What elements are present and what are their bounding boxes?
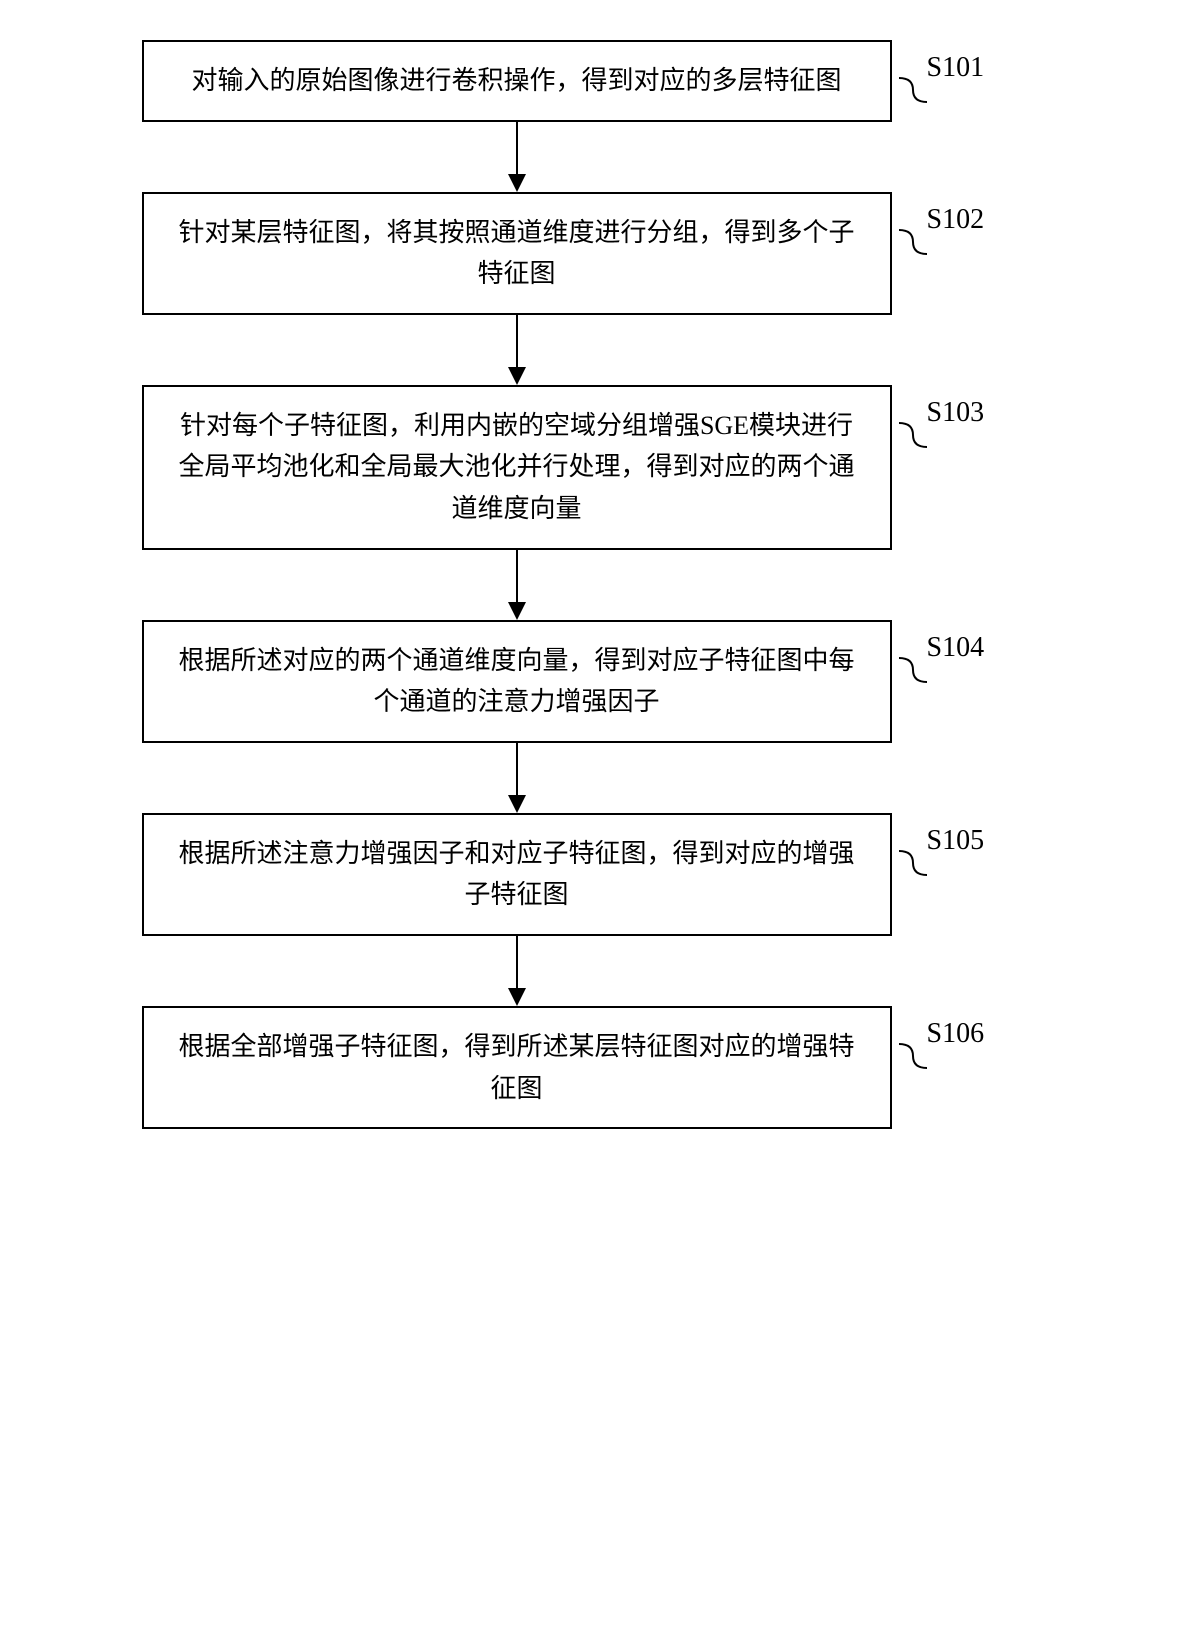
step-label-text: S101 — [927, 52, 985, 83]
arrow-down-icon — [502, 550, 532, 620]
step-label-4: S104 — [927, 632, 985, 664]
step-row-4: 根据所述对应的两个通道维度向量，得到对应子特征图中每个通道的注意力增强因子 S1… — [142, 620, 1042, 743]
step-label-2: S102 — [927, 204, 985, 236]
step-label-text: S106 — [927, 1018, 985, 1049]
step-text: 根据所述注意力增强因子和对应子特征图，得到对应的增强子特征图 — [178, 839, 854, 910]
label-connector-icon — [899, 228, 927, 256]
step-label-6: S106 — [927, 1018, 985, 1050]
step-text: 根据全部增强子特征图，得到所述某层特征图对应的增强特征图 — [178, 1032, 854, 1103]
arrow-down-icon — [502, 936, 532, 1006]
arrow-5 — [142, 936, 892, 1006]
step-box-1: 对输入的原始图像进行卷积操作，得到对应的多层特征图 — [142, 40, 892, 122]
step-label-text: S102 — [927, 204, 985, 235]
arrow-2 — [142, 315, 892, 385]
step-label-1: S101 — [927, 52, 985, 84]
step-box-2: 针对某层特征图，将其按照通道维度进行分组，得到多个子特征图 — [142, 192, 892, 315]
step-text: 针对每个子特征图，利用内嵌的空域分组增强SGE模块进行全局平均池化和全局最大池化… — [178, 411, 854, 523]
flowchart-container: 对输入的原始图像进行卷积操作，得到对应的多层特征图 S101 针对某层特征图，将… — [142, 40, 1042, 1129]
step-label-text: S104 — [927, 632, 985, 663]
step-text: 根据所述对应的两个通道维度向量，得到对应子特征图中每个通道的注意力增强因子 — [178, 646, 854, 717]
label-connector-icon — [899, 1042, 927, 1070]
arrow-down-icon — [502, 315, 532, 385]
label-connector-icon — [899, 421, 927, 449]
arrow-4 — [142, 743, 892, 813]
arrow-3 — [142, 550, 892, 620]
step-row-3: 针对每个子特征图，利用内嵌的空域分组增强SGE模块进行全局平均池化和全局最大池化… — [142, 385, 1042, 550]
step-label-text: S105 — [927, 825, 985, 856]
step-box-4: 根据所述对应的两个通道维度向量，得到对应子特征图中每个通道的注意力增强因子 — [142, 620, 892, 743]
arrow-down-icon — [502, 122, 532, 192]
arrow-1 — [142, 122, 892, 192]
step-row-6: 根据全部增强子特征图，得到所述某层特征图对应的增强特征图 S106 — [142, 1006, 1042, 1129]
step-label-text: S103 — [927, 397, 985, 428]
label-connector-icon — [899, 656, 927, 684]
step-text: 针对某层特征图，将其按照通道维度进行分组，得到多个子特征图 — [178, 218, 854, 289]
step-label-3: S103 — [927, 397, 985, 429]
step-row-5: 根据所述注意力增强因子和对应子特征图，得到对应的增强子特征图 S105 — [142, 813, 1042, 936]
step-text: 对输入的原始图像进行卷积操作，得到对应的多层特征图 — [191, 66, 841, 95]
step-row-1: 对输入的原始图像进行卷积操作，得到对应的多层特征图 S101 — [142, 40, 1042, 122]
step-box-3: 针对每个子特征图，利用内嵌的空域分组增强SGE模块进行全局平均池化和全局最大池化… — [142, 385, 892, 550]
step-box-6: 根据全部增强子特征图，得到所述某层特征图对应的增强特征图 — [142, 1006, 892, 1129]
step-label-5: S105 — [927, 825, 985, 857]
label-connector-icon — [899, 76, 927, 104]
step-box-5: 根据所述注意力增强因子和对应子特征图，得到对应的增强子特征图 — [142, 813, 892, 936]
label-connector-icon — [899, 849, 927, 877]
step-row-2: 针对某层特征图，将其按照通道维度进行分组，得到多个子特征图 S102 — [142, 192, 1042, 315]
arrow-down-icon — [502, 743, 532, 813]
